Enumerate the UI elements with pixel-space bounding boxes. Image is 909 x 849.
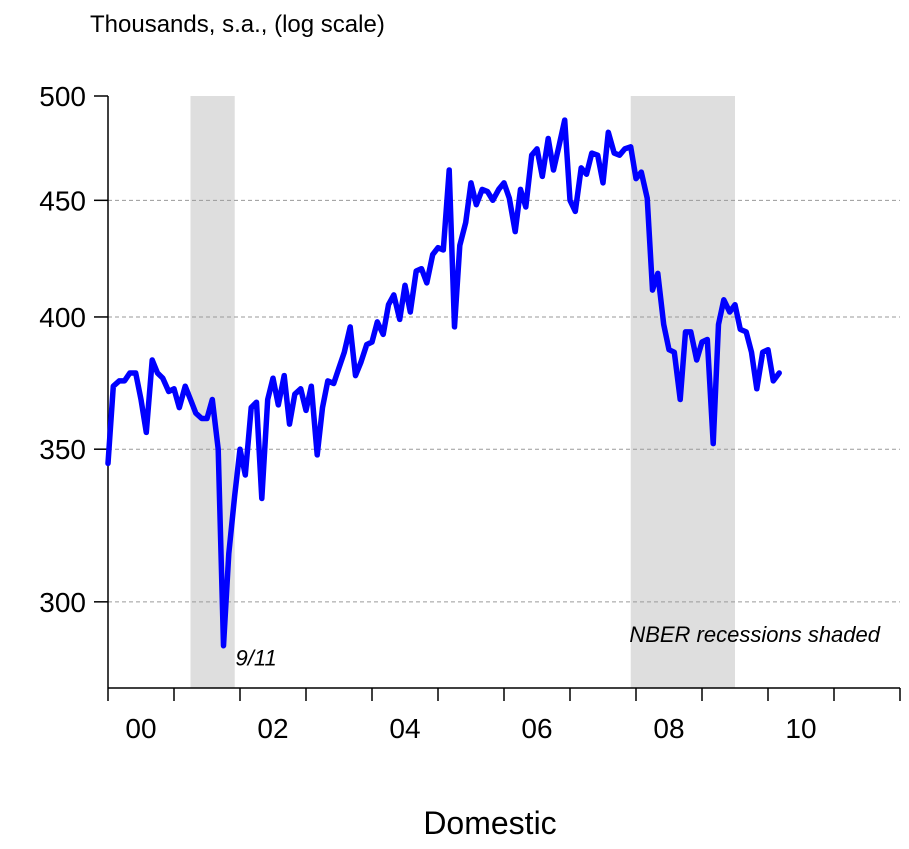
y-tick-label: 350 bbox=[39, 434, 86, 465]
y-tick-label: 450 bbox=[39, 185, 86, 216]
x-tick-label: 08 bbox=[653, 713, 684, 744]
x-tick-label: 00 bbox=[125, 713, 156, 744]
gridlines bbox=[108, 199, 900, 603]
y-tick-label: 300 bbox=[39, 587, 86, 618]
annotation-label: 9/11 bbox=[236, 646, 277, 671]
x-tick-label: 10 bbox=[785, 713, 816, 744]
y-tick-label: 400 bbox=[39, 302, 86, 333]
y-axis-unit-label: Thousands, s.a., (log scale) bbox=[90, 11, 385, 38]
x-tick-label: 02 bbox=[257, 713, 288, 744]
annotations: 9/11 bbox=[236, 646, 277, 671]
x-tick-label: 04 bbox=[389, 713, 420, 744]
y-tick-label: 500 bbox=[39, 81, 86, 112]
series-layer bbox=[105, 117, 782, 649]
series-line bbox=[105, 117, 782, 649]
x-tick-label: 06 bbox=[521, 713, 552, 744]
chart-title: Domestic bbox=[423, 805, 556, 841]
recession-note: NBER recessions shaded bbox=[629, 622, 880, 647]
axes: 300 350 400 450 500 00 02 04 06 08 10 bbox=[39, 81, 901, 744]
